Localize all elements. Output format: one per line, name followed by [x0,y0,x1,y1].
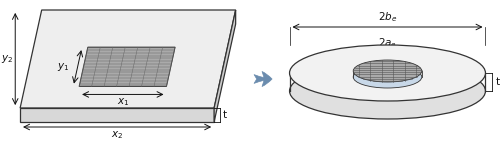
Polygon shape [20,10,236,108]
Ellipse shape [290,45,486,101]
Text: $y_2$: $y_2$ [1,53,14,65]
Ellipse shape [353,66,422,88]
Text: $2a_e$: $2a_e$ [378,36,397,50]
Text: $x_1$: $x_1$ [116,96,129,108]
Polygon shape [214,10,236,122]
Ellipse shape [353,60,422,82]
Text: $x_2$: $x_2$ [111,129,123,141]
Ellipse shape [290,63,486,119]
Text: $2b_e$: $2b_e$ [378,10,397,24]
Polygon shape [79,47,175,86]
Polygon shape [20,108,214,122]
Text: t: t [496,77,500,87]
Text: $y_1$: $y_1$ [57,61,70,73]
Text: t: t [223,110,227,120]
